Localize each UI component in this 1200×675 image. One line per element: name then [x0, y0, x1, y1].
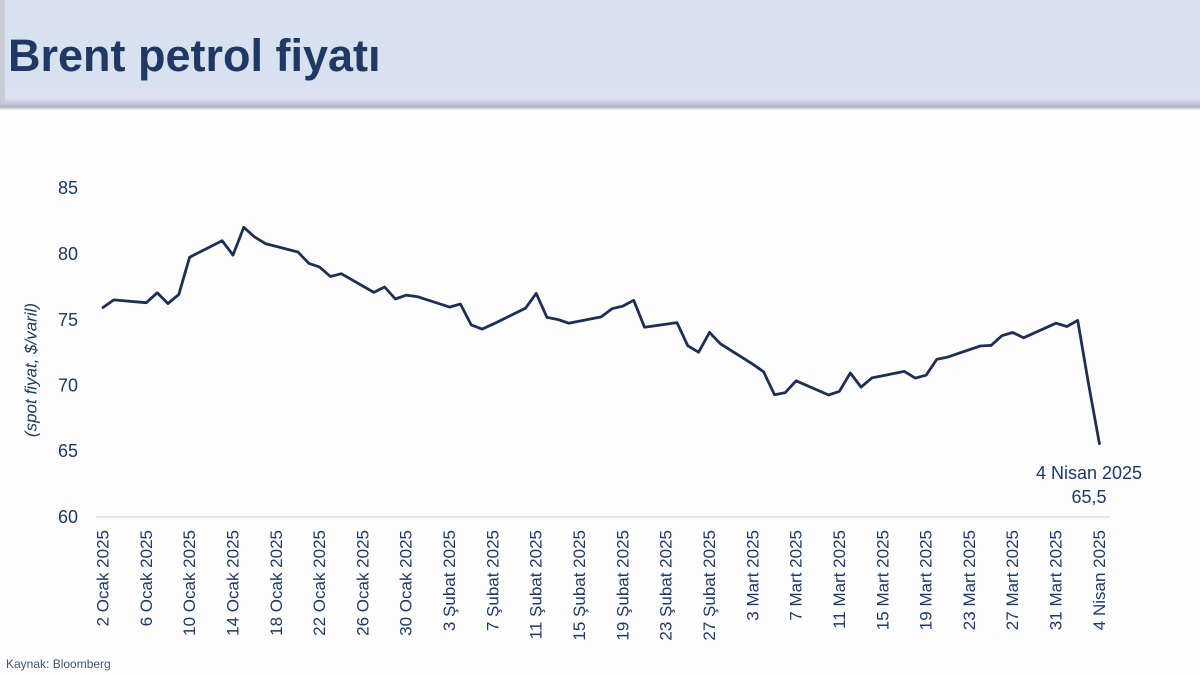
svg-text:30 Ocak 2025: 30 Ocak 2025	[397, 530, 416, 636]
svg-text:4 Nisan 2025: 4 Nisan 2025	[1090, 530, 1109, 630]
svg-text:Kaynak: Bloomberg: Kaynak: Bloomberg	[6, 657, 111, 671]
svg-text:65: 65	[58, 441, 78, 461]
svg-text:75: 75	[58, 310, 78, 330]
svg-text:14 Ocak 2025: 14 Ocak 2025	[224, 530, 243, 636]
svg-text:11 Mart 2025: 11 Mart 2025	[830, 530, 849, 629]
svg-text:70: 70	[58, 376, 78, 396]
svg-text:22 Ocak 2025: 22 Ocak 2025	[310, 530, 329, 636]
svg-text:23 Şubat 2025: 23 Şubat 2025	[657, 530, 676, 641]
svg-text:26 Ocak 2025: 26 Ocak 2025	[353, 530, 372, 636]
svg-text:4 Nisan 2025: 4 Nisan 2025	[1036, 463, 1142, 483]
svg-text:65,5: 65,5	[1071, 487, 1106, 507]
svg-text:85: 85	[58, 178, 78, 198]
svg-text:60: 60	[58, 507, 78, 527]
svg-text:(spot fiyat, $/varil): (spot fiyat, $/varil)	[22, 303, 41, 437]
svg-text:6 Ocak 2025: 6 Ocak 2025	[137, 530, 156, 626]
svg-text:15 Şubat 2025: 15 Şubat 2025	[570, 530, 589, 641]
svg-text:31 Mart 2025: 31 Mart 2025	[1047, 530, 1066, 630]
svg-text:27 Şubat 2025: 27 Şubat 2025	[700, 530, 719, 641]
svg-text:7 Şubat 2025: 7 Şubat 2025	[483, 530, 502, 631]
svg-text:15 Mart 2025: 15 Mart 2025	[873, 530, 892, 630]
svg-text:7 Mart 2025: 7 Mart 2025	[787, 530, 806, 621]
svg-text:11 Şubat 2025: 11 Şubat 2025	[527, 530, 546, 639]
svg-text:23 Mart 2025: 23 Mart 2025	[960, 530, 979, 630]
svg-text:19 Şubat 2025: 19 Şubat 2025	[613, 530, 632, 641]
svg-text:80: 80	[58, 244, 78, 264]
svg-text:19 Mart 2025: 19 Mart 2025	[917, 530, 936, 630]
svg-text:10 Ocak 2025: 10 Ocak 2025	[180, 530, 199, 636]
svg-text:18 Ocak 2025: 18 Ocak 2025	[267, 530, 286, 636]
svg-text:27 Mart 2025: 27 Mart 2025	[1003, 530, 1022, 630]
svg-text:3 Mart 2025: 3 Mart 2025	[743, 530, 762, 621]
svg-text:Brent petrol fiyatı: Brent petrol fiyatı	[8, 30, 381, 81]
svg-text:3 Şubat 2025: 3 Şubat 2025	[440, 530, 459, 631]
svg-text:2 Ocak 2025: 2 Ocak 2025	[94, 530, 113, 626]
